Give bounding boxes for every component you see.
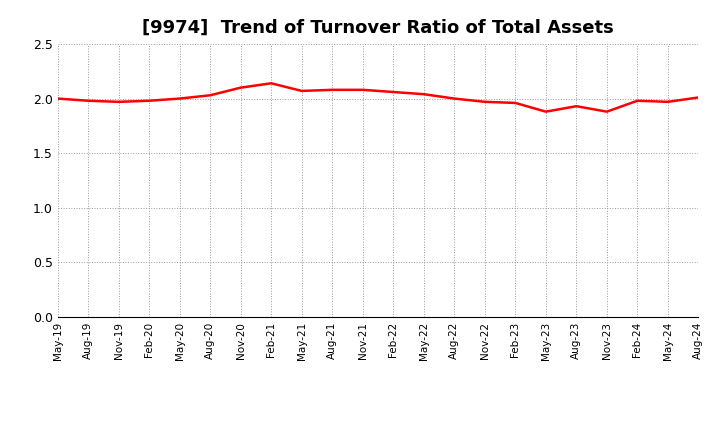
- Title: [9974]  Trend of Turnover Ratio of Total Assets: [9974] Trend of Turnover Ratio of Total …: [142, 19, 614, 37]
